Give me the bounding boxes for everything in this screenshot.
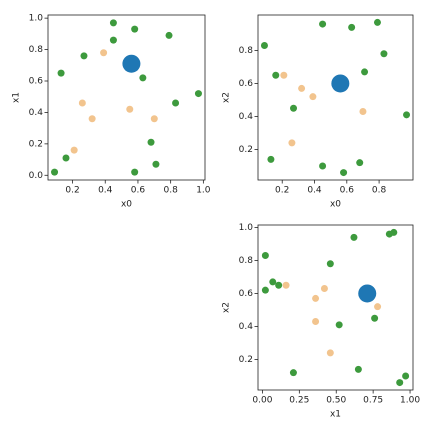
scatter-point	[348, 23, 356, 31]
y-axis-label: x2	[222, 92, 232, 103]
scatter-point	[139, 74, 147, 82]
scatter-point	[109, 19, 117, 27]
scatter-point	[361, 68, 369, 76]
scatter-point	[298, 84, 306, 92]
scatter-point	[147, 138, 155, 146]
y-tick-label: 1.0	[239, 223, 254, 233]
scatter-point	[309, 93, 317, 101]
scatter-point	[319, 20, 327, 28]
scatter-point	[319, 162, 327, 170]
scatter-point	[70, 146, 78, 154]
scatter-point	[269, 278, 277, 286]
y-tick-label: 0.8	[239, 46, 254, 56]
scatter-point	[62, 154, 70, 162]
x-tick-label: 0.75	[363, 396, 383, 406]
x-tick-label: 0.4	[98, 186, 113, 196]
scatter-point	[78, 99, 86, 107]
scatter-point	[261, 252, 269, 260]
y-tick-label: 0.6	[239, 289, 254, 299]
scatter-point	[390, 228, 398, 236]
scatter-point	[373, 18, 381, 26]
scatter-point	[194, 90, 202, 98]
x-tick-label: 0.2	[275, 186, 289, 196]
scatter-point	[275, 281, 283, 289]
scatter-point	[358, 284, 377, 303]
x-tick-label: 0.2	[65, 186, 79, 196]
x-tick-label: 0.6	[340, 186, 355, 196]
scatter-point	[131, 25, 139, 33]
x-tick-label: 0.4	[307, 186, 322, 196]
scatter-point	[131, 168, 139, 176]
scatter-point	[80, 52, 88, 60]
scatter-point	[150, 115, 158, 123]
x-tick-label: 1.00	[400, 396, 420, 406]
scatter-point	[122, 54, 141, 73]
scatter-point	[100, 49, 108, 57]
scatter-point	[57, 69, 65, 77]
scatter-point	[326, 349, 334, 357]
axes-frame	[47, 14, 206, 181]
scatter-point	[289, 369, 297, 377]
scatter-point	[172, 99, 180, 107]
scatter-point	[374, 303, 382, 311]
scatter-point	[290, 104, 298, 112]
scatter-point	[331, 74, 350, 93]
x-axis-label: x1	[330, 410, 341, 420]
scatter-point	[350, 233, 358, 241]
scatter-point	[359, 108, 367, 116]
scatter-point	[272, 71, 280, 79]
scatter-point	[380, 50, 388, 58]
scatter-point	[267, 155, 275, 163]
scatter-point	[88, 115, 96, 123]
y-tick-label: 0.6	[239, 79, 254, 89]
scatter-point	[109, 36, 117, 44]
scatter-point	[280, 71, 288, 79]
x-tick-label: 0.8	[163, 186, 178, 196]
y-tick-label: 0.6	[29, 77, 44, 87]
x-axis-label: x0	[330, 200, 341, 210]
scatter-point	[403, 111, 411, 119]
scatter-point	[126, 105, 134, 113]
scatter-point	[152, 160, 160, 168]
y-tick-label: 0.8	[239, 256, 254, 266]
scatter-point	[312, 318, 320, 326]
scatter-point	[371, 314, 379, 322]
scatter-point	[335, 321, 343, 329]
y-tick-label: 1.0	[29, 14, 44, 24]
scatter-point	[326, 260, 334, 268]
axes-frame	[257, 224, 414, 391]
scatter-point	[261, 286, 269, 294]
x-tick-label: 0.8	[372, 186, 387, 196]
x-tick-label: 0.25	[289, 396, 309, 406]
x-tick-label: 1.0	[196, 186, 211, 196]
scatter-point	[340, 169, 348, 177]
scatter-point	[396, 379, 404, 387]
scatter-point	[260, 42, 268, 50]
y-tick-label: 0.2	[239, 355, 253, 365]
x-tick-label: 0.6	[131, 186, 146, 196]
scatter-point	[288, 139, 296, 147]
scatter-point	[51, 168, 59, 176]
y-tick-label: 0.4	[239, 322, 254, 332]
y-tick-label: 0.8	[29, 45, 44, 55]
y-tick-label: 0.2	[239, 145, 253, 155]
y-axis-label: x1	[12, 92, 22, 103]
scatter-point	[165, 31, 173, 39]
y-tick-label: 0.0	[29, 171, 44, 181]
scatter-point	[282, 281, 290, 289]
scatter-point	[354, 365, 362, 373]
scatter-point	[356, 159, 364, 167]
scatter-point	[402, 372, 410, 380]
y-tick-label: 0.2	[29, 139, 43, 149]
axes-frame	[257, 14, 414, 181]
scatter-point	[312, 294, 320, 302]
y-tick-label: 0.4	[239, 112, 254, 122]
y-axis-label: x2	[222, 302, 232, 313]
x-tick-label: 0.00	[252, 396, 272, 406]
x-axis-label: x0	[121, 200, 132, 210]
x-tick-label: 0.50	[326, 396, 346, 406]
scatter-point	[320, 285, 328, 293]
y-tick-label: 0.4	[29, 108, 44, 118]
